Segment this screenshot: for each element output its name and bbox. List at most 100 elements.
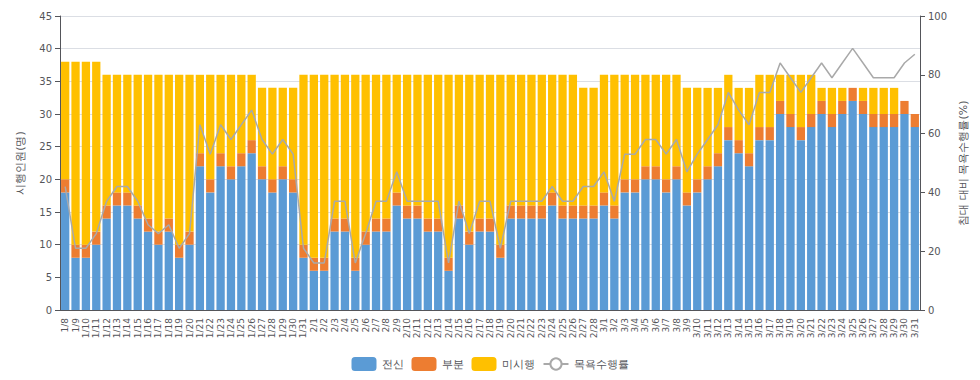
svg-text:2/21: 2/21 [516, 318, 526, 338]
svg-text:80: 80 [928, 69, 941, 80]
svg-text:시행인원(명): 시행인원(명) [14, 131, 27, 195]
svg-text:20: 20 [39, 174, 52, 185]
svg-text:10: 10 [39, 239, 52, 250]
svg-text:3/28: 3/28 [879, 318, 889, 338]
svg-text:2/27: 2/27 [578, 318, 588, 338]
svg-text:3/31: 3/31 [910, 318, 920, 338]
svg-text:1/18: 1/18 [164, 318, 174, 338]
svg-text:2/10: 2/10 [402, 318, 412, 338]
svg-text:45: 45 [39, 11, 52, 22]
svg-text:1/30: 1/30 [288, 318, 298, 338]
svg-text:1/27: 1/27 [257, 318, 267, 338]
svg-text:3/19: 3/19 [785, 318, 795, 338]
svg-text:5: 5 [46, 272, 52, 283]
svg-text:2/11: 2/11 [412, 318, 422, 338]
svg-text:2/6: 2/6 [361, 318, 371, 333]
svg-text:2/23: 2/23 [537, 318, 547, 338]
svg-text:100: 100 [928, 11, 947, 22]
svg-text:1/17: 1/17 [153, 318, 163, 338]
svg-text:1/19: 1/19 [174, 318, 184, 338]
svg-text:15: 15 [39, 207, 52, 218]
svg-text:2/20: 2/20 [506, 318, 516, 338]
svg-text:3/1: 3/1 [599, 318, 609, 332]
svg-text:2/7: 2/7 [371, 318, 381, 332]
svg-text:전신: 전신 [382, 358, 404, 371]
svg-text:40: 40 [39, 43, 52, 54]
svg-text:3/17: 3/17 [765, 318, 775, 338]
svg-text:2/3: 2/3 [330, 318, 340, 332]
svg-text:1/13: 1/13 [112, 318, 122, 338]
svg-text:부분: 부분 [442, 358, 464, 371]
svg-text:3/24: 3/24 [837, 318, 847, 338]
svg-text:1/16: 1/16 [143, 318, 153, 338]
svg-text:2/15: 2/15 [454, 318, 464, 338]
svg-text:1/9: 1/9 [71, 318, 81, 333]
svg-text:3/10: 3/10 [692, 318, 702, 338]
svg-text:1/15: 1/15 [133, 318, 143, 338]
svg-text:1/11: 1/11 [91, 318, 101, 338]
svg-text:0: 0 [46, 305, 52, 316]
svg-text:3/9: 3/9 [682, 318, 692, 333]
svg-text:1/26: 1/26 [247, 318, 257, 338]
svg-text:1/10: 1/10 [81, 318, 91, 338]
svg-text:35: 35 [39, 76, 52, 87]
svg-text:3/8: 3/8 [672, 318, 682, 333]
svg-text:1/24: 1/24 [226, 318, 236, 338]
svg-text:미시행: 미시행 [502, 358, 535, 371]
svg-text:2/2: 2/2 [319, 318, 329, 332]
svg-text:3/3: 3/3 [620, 318, 630, 332]
svg-text:침대 대비 목욕수행률(%): 침대 대비 목욕수행률(%) [957, 100, 970, 225]
svg-text:3/27: 3/27 [868, 318, 878, 338]
svg-text:3/4: 3/4 [630, 318, 640, 333]
svg-text:3/5: 3/5 [640, 318, 650, 332]
svg-text:2/22: 2/22 [526, 318, 536, 338]
svg-text:2/12: 2/12 [423, 318, 433, 338]
svg-text:3/23: 3/23 [827, 318, 837, 338]
svg-text:20: 20 [928, 246, 941, 257]
svg-text:2/25: 2/25 [558, 318, 568, 338]
svg-text:3/13: 3/13 [723, 318, 733, 338]
svg-text:40: 40 [928, 187, 941, 198]
svg-text:3/12: 3/12 [713, 318, 723, 338]
svg-text:1/20: 1/20 [185, 318, 195, 338]
svg-text:2/13: 2/13 [433, 318, 443, 338]
svg-text:2/8: 2/8 [381, 318, 391, 333]
svg-text:30: 30 [39, 109, 52, 120]
svg-text:3/22: 3/22 [817, 318, 827, 338]
svg-text:2/16: 2/16 [464, 318, 474, 338]
svg-text:3/2: 3/2 [609, 318, 619, 332]
svg-text:3/7: 3/7 [661, 318, 671, 332]
svg-text:1/22: 1/22 [205, 318, 215, 338]
svg-text:2/17: 2/17 [475, 318, 485, 338]
svg-text:1/21: 1/21 [195, 318, 205, 338]
svg-text:목욕수행률: 목욕수행률 [574, 358, 629, 371]
svg-text:3/25: 3/25 [848, 318, 858, 338]
svg-text:3/26: 3/26 [858, 318, 868, 338]
svg-text:2/18: 2/18 [485, 318, 495, 338]
svg-text:1/23: 1/23 [216, 318, 226, 338]
svg-text:3/29: 3/29 [889, 318, 899, 338]
svg-text:3/30: 3/30 [899, 318, 909, 338]
svg-text:2/14: 2/14 [444, 318, 454, 338]
svg-text:2/26: 2/26 [568, 318, 578, 338]
svg-text:2/5: 2/5 [350, 318, 360, 332]
svg-text:1/8: 1/8 [60, 318, 70, 333]
svg-text:1/14: 1/14 [122, 318, 132, 338]
svg-text:0: 0 [928, 305, 934, 316]
svg-text:3/15: 3/15 [744, 318, 754, 338]
svg-text:60: 60 [928, 128, 941, 139]
svg-text:3/18: 3/18 [775, 318, 785, 338]
svg-text:1/25: 1/25 [236, 318, 246, 338]
svg-text:2/19: 2/19 [495, 318, 505, 338]
svg-text:3/11: 3/11 [703, 318, 713, 338]
svg-text:2/28: 2/28 [589, 318, 599, 338]
svg-text:1/28: 1/28 [267, 318, 277, 338]
svg-text:3/14: 3/14 [734, 318, 744, 338]
svg-text:1/31: 1/31 [298, 318, 308, 338]
svg-text:3/6: 3/6 [651, 318, 661, 333]
svg-text:2/9: 2/9 [392, 318, 402, 333]
svg-text:2/4: 2/4 [340, 318, 350, 333]
svg-text:3/21: 3/21 [806, 318, 816, 338]
svg-text:3/20: 3/20 [796, 318, 806, 338]
svg-text:1/12: 1/12 [102, 318, 112, 338]
